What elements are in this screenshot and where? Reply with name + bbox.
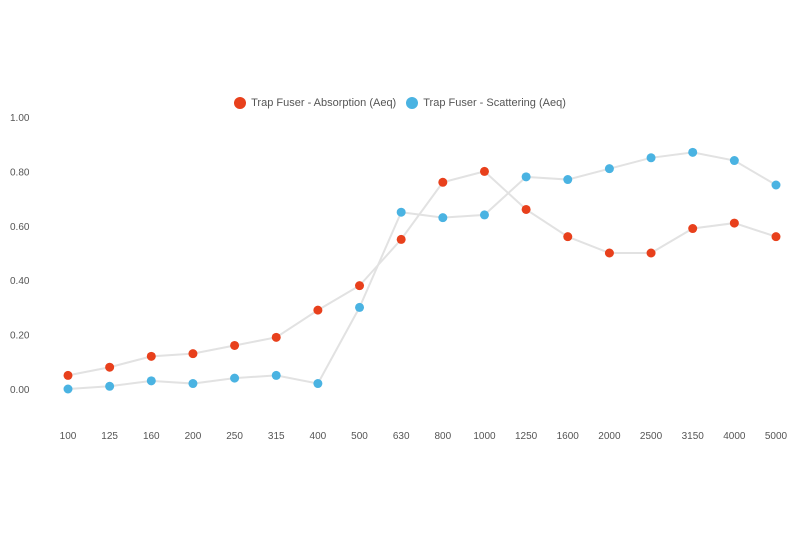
data-point[interactable] xyxy=(729,218,739,228)
data-point[interactable] xyxy=(479,210,489,220)
x-tick-label: 800 xyxy=(434,431,451,442)
data-point[interactable] xyxy=(105,381,115,391)
data-point[interactable] xyxy=(188,379,198,389)
data-point[interactable] xyxy=(479,166,489,176)
data-point[interactable] xyxy=(230,373,240,383)
data-point[interactable] xyxy=(313,305,323,315)
x-tick-label: 2000 xyxy=(598,431,621,442)
data-point[interactable] xyxy=(63,384,73,394)
y-tick-label: 0.60 xyxy=(10,222,30,233)
series-line-0 xyxy=(67,170,777,377)
x-tick-label: 160 xyxy=(143,431,160,442)
legend-marker-absorption xyxy=(234,97,247,109)
data-point[interactable] xyxy=(188,349,198,359)
data-point[interactable] xyxy=(688,147,698,157)
data-point[interactable] xyxy=(230,340,240,350)
x-tick-label: 1250 xyxy=(515,431,538,442)
y-tick-label: 0.40 xyxy=(10,276,30,287)
data-point[interactable] xyxy=(771,180,781,190)
data-point[interactable] xyxy=(105,362,115,372)
data-point[interactable] xyxy=(604,164,614,174)
data-point[interactable] xyxy=(271,332,281,342)
data-point[interactable] xyxy=(63,370,73,380)
data-point[interactable] xyxy=(355,281,365,291)
data-point[interactable] xyxy=(521,172,531,182)
legend-marker-scattering xyxy=(406,97,419,109)
data-point[interactable] xyxy=(313,379,323,389)
x-tick-label: 5000 xyxy=(765,431,788,442)
y-tick-label: 0.00 xyxy=(10,385,30,396)
data-point[interactable] xyxy=(688,224,698,234)
x-tick-label: 200 xyxy=(185,431,202,442)
data-point[interactable] xyxy=(438,213,448,223)
series-points-0 xyxy=(63,166,781,380)
x-axis: 100 125 160 200 250 315 400 500 630 800 1000 1250 16… xyxy=(60,431,788,442)
y-axis: 0.00 0.20 0.40 0.60 0.80 1.00 xyxy=(10,113,30,396)
x-tick-label: 2500 xyxy=(640,431,663,442)
data-point[interactable] xyxy=(563,175,573,185)
legend-item-scattering[interactable]: Trap Fuser - Scattering (Aeq) xyxy=(406,97,566,109)
legend-label-scattering: Trap Fuser - Scattering (Aeq) xyxy=(423,97,566,109)
x-tick-label: 250 xyxy=(226,431,243,442)
x-tick-label: 3150 xyxy=(682,431,705,442)
y-tick-label: 0.20 xyxy=(10,331,30,342)
x-tick-label: 4000 xyxy=(723,431,746,442)
data-point[interactable] xyxy=(563,232,573,242)
chart-legend: Trap Fuser - Absorption (Aeq) Trap Fuser… xyxy=(0,94,800,112)
y-tick-label: 0.80 xyxy=(10,167,30,178)
x-tick-label: 100 xyxy=(60,431,77,442)
data-point[interactable] xyxy=(646,153,656,163)
data-point[interactable] xyxy=(646,248,656,258)
x-tick-label: 500 xyxy=(351,431,368,442)
data-point[interactable] xyxy=(604,248,614,258)
legend-label-absorption: Trap Fuser - Absorption (Aeq) xyxy=(251,97,397,109)
series-line-1 xyxy=(67,151,777,390)
data-point[interactable] xyxy=(396,207,406,217)
data-point[interactable] xyxy=(771,232,781,242)
x-tick-label: 125 xyxy=(101,431,118,442)
data-point[interactable] xyxy=(438,177,448,187)
data-point[interactable] xyxy=(729,156,739,166)
x-tick-label: 1600 xyxy=(557,431,580,442)
x-tick-label: 315 xyxy=(268,431,285,442)
y-tick-label: 1.00 xyxy=(10,113,30,124)
data-point[interactable] xyxy=(355,302,365,312)
data-point[interactable] xyxy=(396,234,406,244)
x-tick-label: 400 xyxy=(310,431,327,442)
x-tick-label: 630 xyxy=(393,431,410,442)
x-tick-label: 1000 xyxy=(473,431,496,442)
series-points-1 xyxy=(63,147,781,394)
data-point[interactable] xyxy=(521,204,531,214)
data-point[interactable] xyxy=(271,370,281,380)
legend-item-absorption[interactable]: Trap Fuser - Absorption (Aeq) xyxy=(234,97,396,109)
data-point[interactable] xyxy=(146,351,156,361)
data-point[interactable] xyxy=(146,376,156,386)
